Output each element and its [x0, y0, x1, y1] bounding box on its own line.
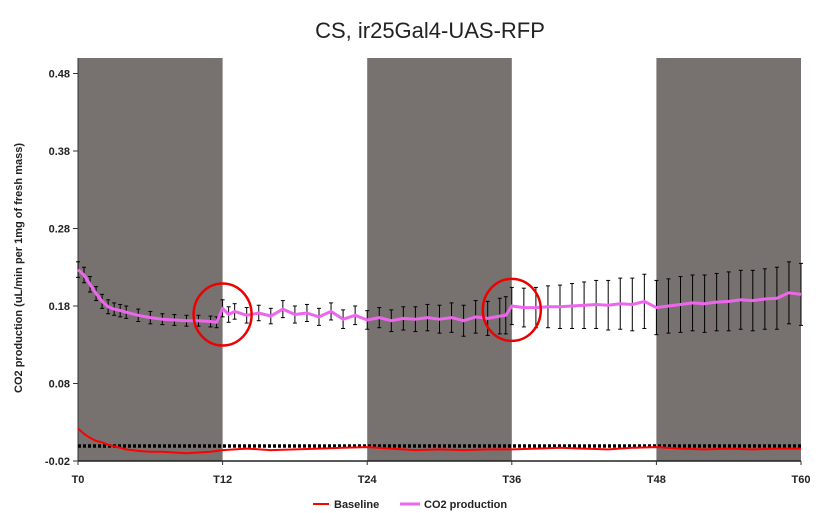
y-tick-label: 0.38	[49, 146, 70, 158]
annotation-circle-1	[481, 277, 543, 343]
x-axis-ticks: T0 T12 T24 T36 T48 T60	[72, 461, 811, 486]
x-tick-label: T36	[502, 474, 521, 486]
co2-production-series-line	[76, 268, 802, 324]
dark-period-bands	[78, 58, 801, 461]
y-tick-label: 0.28	[49, 224, 70, 236]
x-tick-label: T60	[792, 474, 811, 486]
x-tick-label: T0	[72, 474, 85, 486]
y-tick-label: 0.48	[49, 69, 70, 81]
y-axis-label: CO2 production (uL/min per 1mg of fresh …	[13, 143, 25, 393]
annotation-circles	[192, 277, 543, 347]
legend-baseline-label: Baseline	[334, 499, 379, 511]
dark-period-band-0	[78, 58, 223, 461]
legend: Baseline CO2 production	[313, 499, 507, 511]
legend-co2-label: CO2 production	[424, 499, 507, 511]
y-tick-label: 0.08	[49, 379, 70, 391]
baseline-series-line	[77, 427, 801, 455]
y-axis-ticks: -0.02 0.08 0.18 0.28 0.38 0.48	[45, 69, 78, 468]
series-lines	[76, 268, 802, 455]
dark-period-band-2	[656, 58, 801, 461]
y-tick-label: 0.18	[49, 301, 70, 313]
x-tick-label: T24	[358, 474, 378, 486]
chart-title: CS, ir25Gal4-UAS-RFP	[315, 18, 545, 43]
x-tick-label: T12	[213, 474, 232, 486]
x-tick-label: T48	[647, 474, 666, 486]
annotation-circle-0	[192, 282, 253, 347]
dark-period-band-1	[367, 58, 512, 461]
axes	[77, 58, 801, 462]
y-tick-label: -0.02	[45, 456, 70, 468]
